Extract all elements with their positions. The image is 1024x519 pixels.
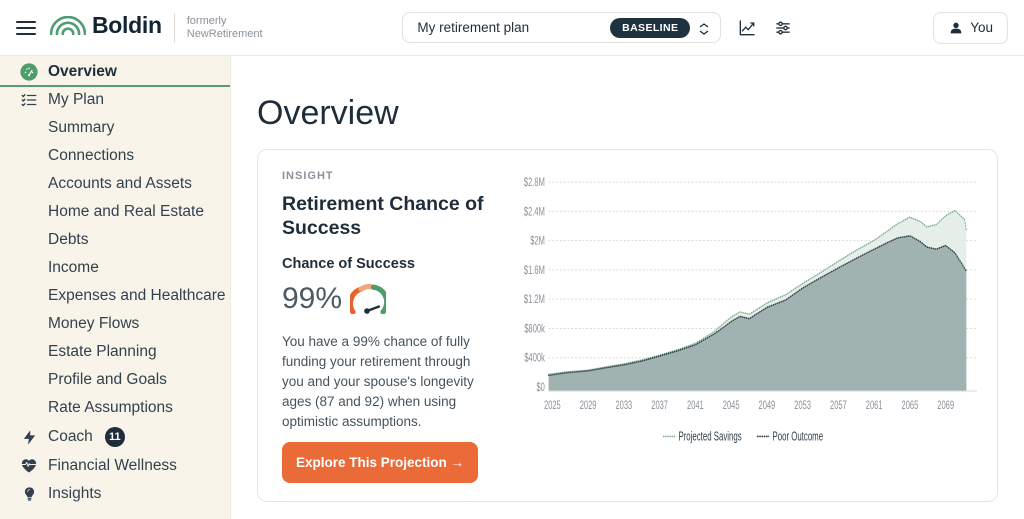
svg-text:2069: 2069 [937, 400, 954, 413]
svg-text:$2.8M: $2.8M [524, 177, 545, 190]
svg-text:2025: 2025 [544, 400, 561, 413]
svg-text:2053: 2053 [794, 400, 811, 413]
svg-text:$2M: $2M [530, 235, 545, 248]
svg-text:2029: 2029 [580, 400, 597, 413]
svg-text:$2.4M: $2.4M [524, 206, 545, 219]
svg-text:Poor Outcome: Poor Outcome [773, 430, 824, 444]
svg-text:2041: 2041 [687, 400, 704, 413]
svg-text:$400k: $400k [524, 352, 545, 365]
svg-text:$0: $0 [536, 381, 545, 394]
svg-text:2057: 2057 [830, 400, 847, 413]
svg-text:$1.6M: $1.6M [524, 264, 545, 277]
svg-text:$800k: $800k [524, 323, 545, 336]
svg-text:2033: 2033 [616, 400, 633, 413]
svg-text:2061: 2061 [866, 400, 883, 413]
svg-text:2049: 2049 [759, 400, 776, 413]
svg-text:Projected Savings: Projected Savings [678, 430, 741, 444]
svg-text:$1.2M: $1.2M [524, 294, 545, 307]
svg-text:2065: 2065 [902, 400, 919, 413]
svg-text:2037: 2037 [651, 400, 668, 413]
svg-text:2045: 2045 [723, 400, 740, 413]
